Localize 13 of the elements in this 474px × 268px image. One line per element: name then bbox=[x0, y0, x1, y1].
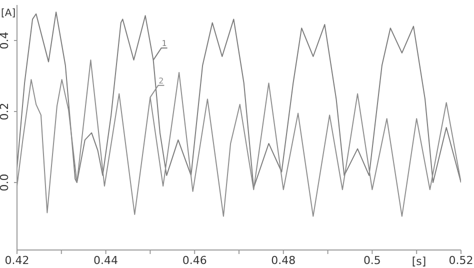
y-tick-label: 0.0 bbox=[0, 174, 11, 192]
y-tick-label: 0.4 bbox=[0, 32, 11, 50]
x-tick-label: 0.44 bbox=[94, 254, 118, 267]
y-tick-label: 0.2 bbox=[0, 102, 11, 120]
x-tick-label: 0.5 bbox=[363, 254, 381, 267]
y-axis-title: [A] bbox=[1, 8, 16, 19]
x-tick-label: 0.48 bbox=[271, 254, 296, 267]
series-label: 2 bbox=[158, 76, 164, 86]
x-tick-label: 0.52 bbox=[448, 254, 474, 267]
series-label: 1 bbox=[162, 39, 167, 48]
x-axis-title: [s] bbox=[412, 255, 426, 268]
x-tick-label: 0.46 bbox=[182, 254, 207, 267]
x-tick-label: 0.42 bbox=[4, 254, 30, 267]
